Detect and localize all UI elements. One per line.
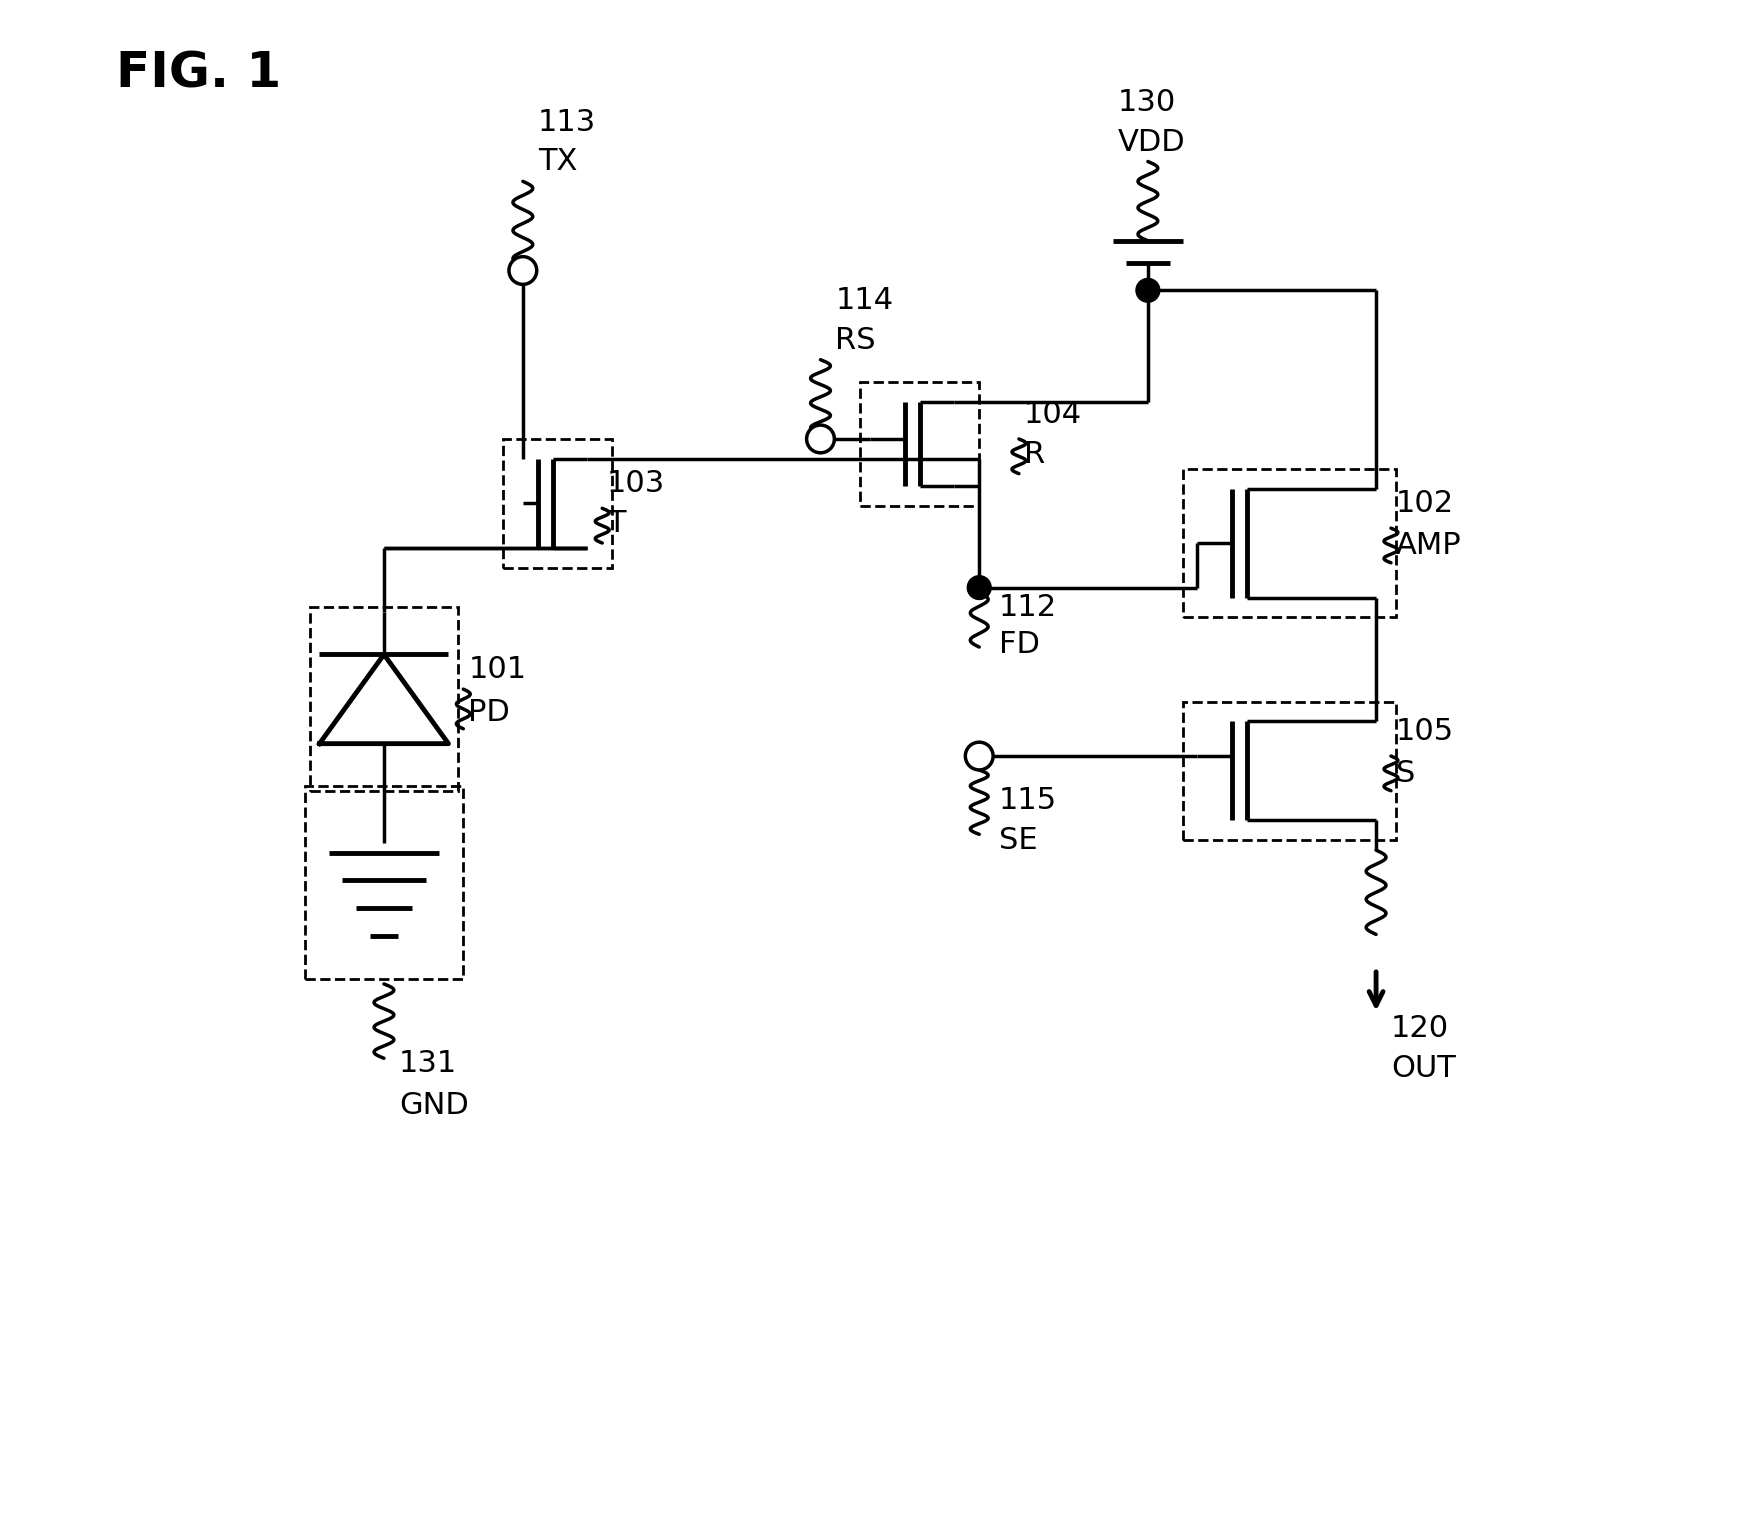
Text: GND: GND [399, 1091, 469, 1119]
Text: 102: 102 [1395, 490, 1454, 519]
Text: VDD: VDD [1118, 128, 1185, 157]
Text: 114: 114 [836, 286, 894, 315]
Text: 131: 131 [399, 1049, 457, 1078]
Bar [1182, 701, 1395, 840]
Text: 104: 104 [1023, 400, 1081, 429]
Bar [305, 786, 464, 980]
Text: TX: TX [538, 148, 577, 176]
Circle shape [1136, 278, 1159, 303]
Bar [309, 607, 459, 791]
Text: 112: 112 [998, 593, 1057, 622]
Text: 113: 113 [538, 108, 596, 137]
Text: FIG. 1: FIG. 1 [116, 49, 280, 97]
Circle shape [510, 257, 536, 284]
Text: S: S [1395, 759, 1415, 788]
Text: 115: 115 [998, 786, 1057, 815]
Text: 130: 130 [1118, 88, 1177, 117]
Circle shape [965, 742, 993, 770]
Text: OUT: OUT [1392, 1054, 1455, 1083]
Text: 103: 103 [607, 470, 665, 499]
Text: SE: SE [998, 826, 1037, 855]
Text: T: T [607, 510, 626, 538]
Text: R: R [1023, 440, 1044, 468]
Circle shape [967, 576, 991, 599]
Circle shape [806, 424, 834, 453]
Bar [503, 440, 612, 567]
Text: FD: FD [998, 630, 1041, 659]
Bar [1182, 468, 1395, 618]
Bar [861, 382, 979, 506]
Text: 120: 120 [1392, 1015, 1448, 1043]
Text: 101: 101 [467, 656, 526, 684]
Text: 105: 105 [1395, 716, 1454, 747]
Text: RS: RS [836, 325, 877, 354]
Text: AMP: AMP [1395, 531, 1462, 560]
Text: PD: PD [467, 698, 510, 727]
